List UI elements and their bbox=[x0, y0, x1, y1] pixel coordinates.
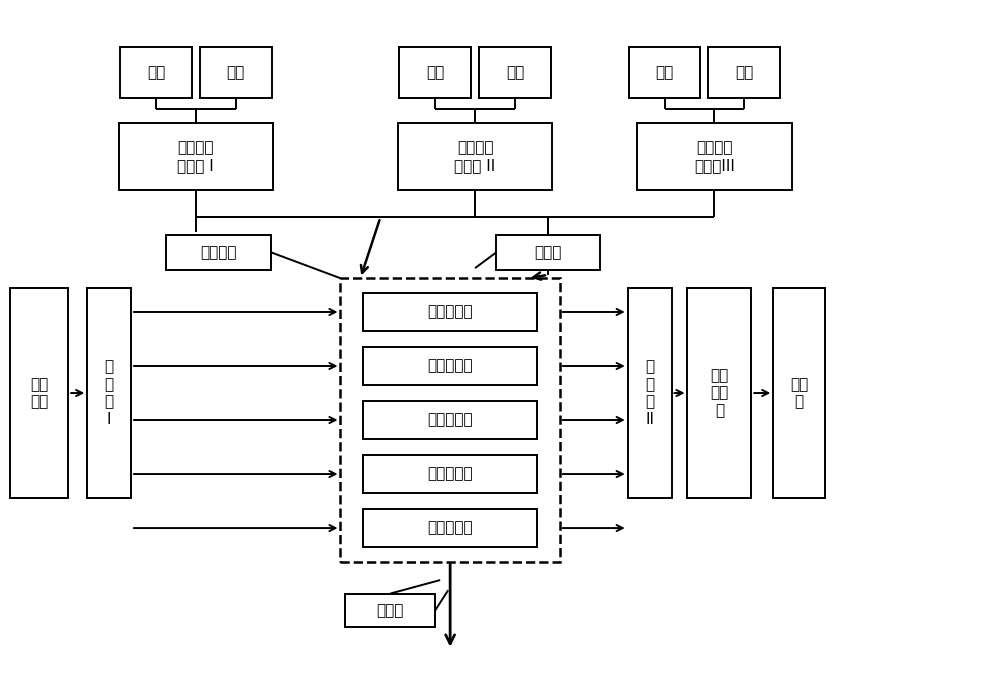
Bar bbox=[363, 509, 537, 546]
Bar bbox=[479, 47, 551, 98]
Text: 进气口: 进气口 bbox=[534, 245, 562, 260]
Text: 计算
机: 计算 机 bbox=[790, 377, 808, 410]
Text: 湿度传感器: 湿度传感器 bbox=[427, 521, 473, 536]
Text: 光
开
关
I: 光 开 关 I bbox=[105, 359, 114, 426]
Text: 宽带
光源: 宽带 光源 bbox=[30, 377, 48, 410]
Bar bbox=[773, 288, 825, 498]
Text: 氮气: 氮气 bbox=[227, 65, 245, 80]
Bar bbox=[708, 47, 780, 98]
Bar bbox=[87, 288, 131, 498]
Bar bbox=[629, 47, 700, 98]
Bar bbox=[119, 123, 273, 191]
Text: 丙烷: 丙烷 bbox=[655, 65, 674, 80]
Bar bbox=[398, 123, 552, 191]
Bar bbox=[363, 347, 537, 384]
Text: 测试气室: 测试气室 bbox=[201, 245, 237, 260]
Bar bbox=[496, 235, 600, 270]
Bar bbox=[687, 288, 751, 498]
Bar bbox=[345, 593, 435, 627]
Text: 乙烷: 乙烷 bbox=[426, 65, 444, 80]
Bar bbox=[363, 294, 537, 331]
Text: 出气口: 出气口 bbox=[377, 603, 404, 618]
Text: 甲烷: 甲烷 bbox=[147, 65, 165, 80]
Text: 丙烷传感器: 丙烷传感器 bbox=[427, 412, 473, 428]
Bar bbox=[363, 456, 537, 493]
Text: 质量流量
控制器 II: 质量流量 控制器 II bbox=[454, 140, 496, 173]
Bar bbox=[120, 47, 192, 98]
Bar bbox=[166, 235, 271, 270]
Text: 乙烷传感器: 乙烷传感器 bbox=[427, 359, 473, 374]
Bar bbox=[628, 288, 672, 498]
Bar bbox=[10, 288, 68, 498]
Bar bbox=[363, 401, 537, 439]
Bar bbox=[340, 278, 560, 562]
Text: 甲烷传感器: 甲烷传感器 bbox=[427, 304, 473, 319]
Text: 氮气: 氮气 bbox=[735, 65, 753, 80]
Text: 质量流量
控制器III: 质量流量 控制器III bbox=[694, 140, 735, 173]
Text: 质量流量
控制器 I: 质量流量 控制器 I bbox=[177, 140, 214, 173]
Bar bbox=[399, 47, 471, 98]
Text: 温度传感器: 温度传感器 bbox=[427, 466, 473, 481]
Text: 光
开
关
II: 光 开 关 II bbox=[645, 359, 654, 426]
Text: 氮气: 氮气 bbox=[506, 65, 524, 80]
Bar bbox=[200, 47, 272, 98]
Text: 光谱
分析
仪: 光谱 分析 仪 bbox=[710, 368, 729, 418]
Bar bbox=[637, 123, 792, 191]
